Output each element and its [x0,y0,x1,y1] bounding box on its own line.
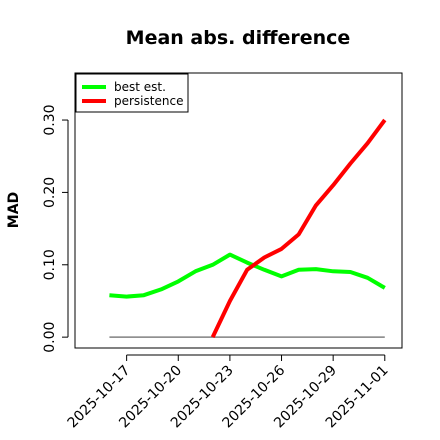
plot-area [74,72,403,349]
y-tick-label: 0.20 [42,177,58,208]
series-line-best-est [109,252,386,299]
legend-label-best-est: best est. [114,80,166,94]
x-axis: 2025-10-172025-10-202025-10-232025-10-26… [65,354,392,431]
chart-title: Mean abs. difference [126,27,351,49]
legend-box [75,73,189,113]
series-line-persistence [210,118,387,338]
legend: best est.persistence [75,73,189,113]
y-axis: 0.00 0.10 0.20 0.30 [42,104,69,353]
y-tick-label: 0.00 [42,322,58,353]
y-axis-label: MAD [6,192,22,228]
y-tick-label: 0.10 [42,249,58,280]
legend-label-persistence: persistence [114,94,183,108]
y-tick-label: 0.30 [42,104,58,135]
series-layer [109,118,387,338]
